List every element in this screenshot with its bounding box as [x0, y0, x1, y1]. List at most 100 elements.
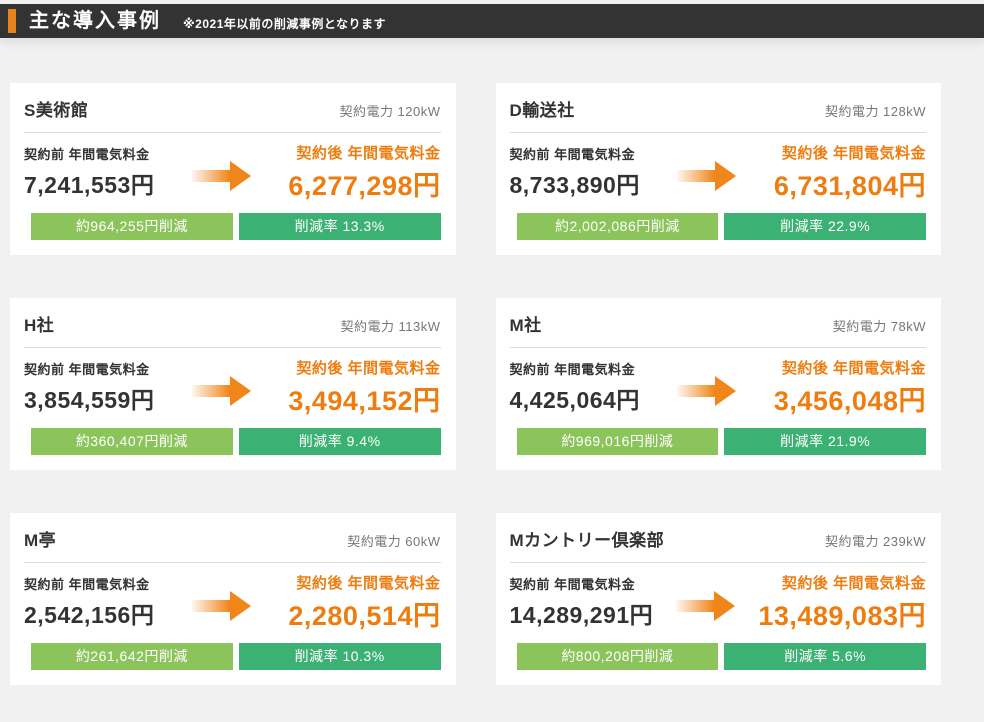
before-label: 契約前 年間電気料金	[24, 577, 150, 592]
case-name: D輸送社	[509, 101, 575, 120]
case-card: H社 契約電力 113kW 契約前 年間電気料金 3,854,559円 契約後 年…	[10, 298, 456, 470]
arrow-right-icon	[677, 161, 737, 191]
saving-badge: 約969,016円削減	[516, 428, 719, 455]
after-amount: 6,277,298円	[288, 170, 441, 201]
case-name: M亭	[24, 531, 57, 550]
after-block: 契約後 年間電気料金 13,489,083円	[758, 572, 926, 633]
saving-badge: 約800,208円削減	[516, 643, 719, 670]
before-amount: 4,425,064円	[509, 387, 640, 413]
card-body: 契約前 年間電気料金 14,289,291円 契約後 年間電気料金 13,489…	[510, 573, 927, 631]
rate-badge: 削減率 22.9%	[724, 213, 926, 240]
after-label: 契約後 年間電気料金	[296, 144, 441, 162]
power-value: 120kW	[397, 104, 441, 119]
card-body: 契約前 年間電気料金 7,241,553円 契約後 年間電気料金 6,277,2…	[24, 143, 441, 201]
card-header: S美術館 契約電力 120kW	[24, 96, 441, 121]
badges-row: 約2,002,086円削減 削減率 22.9%	[516, 213, 926, 240]
card-header: M社 契約電力 78kW	[510, 311, 927, 336]
after-label: 契約後 年間電気料金	[781, 574, 926, 592]
case-card-grid: S美術館 契約電力 120kW 契約前 年間電気料金 7,241,553円 契約後…	[10, 83, 941, 685]
page-title: 主な導入事例	[29, 10, 161, 32]
card-body: 契約前 年間電気料金 3,854,559円 契約後 年間電気料金 3,494,1…	[24, 358, 441, 416]
after-block: 契約後 年間電気料金 3,494,152円	[288, 357, 440, 418]
divider	[24, 132, 441, 133]
after-amount: 3,456,048円	[773, 385, 926, 416]
after-block: 契約後 年間電気料金 6,731,804円	[774, 142, 926, 203]
power-label: 契約電力	[825, 534, 880, 549]
before-amount: 14,289,291円	[509, 602, 654, 628]
card-header: D輸送社 契約電力 128kW	[510, 96, 927, 121]
case-card: M社 契約電力 78kW 契約前 年間電気料金 4,425,064円 契約後 年間…	[495, 298, 941, 470]
power-value: 239kW	[883, 534, 926, 549]
divider	[24, 347, 441, 348]
before-block: 契約前 年間電気料金 14,289,291円	[510, 574, 654, 630]
section-header: 主な導入事例 ※2021年以前の削減事例となります	[0, 4, 984, 38]
divider	[509, 562, 926, 563]
before-amount: 8,733,890円	[509, 172, 640, 198]
before-block: 契約前 年間電気料金 4,425,064円	[510, 359, 640, 415]
after-amount: 2,280,514円	[288, 600, 441, 631]
contract-power: 契約電力 128kW	[825, 101, 926, 120]
case-name: S美術館	[24, 101, 89, 120]
power-label: 契約電力	[347, 534, 402, 549]
before-block: 契約前 年間電気料金 7,241,553円	[24, 144, 154, 200]
card-header: Mカントリー倶楽部 契約電力 239kW	[510, 526, 927, 551]
rate-badge: 削減率 10.3%	[238, 643, 441, 670]
case-name: H社	[24, 316, 55, 335]
card-header: H社 契約電力 113kW	[24, 311, 441, 336]
power-label: 契約電力	[340, 319, 395, 334]
card-body: 契約前 年間電気料金 8,733,890円 契約後 年間電気料金 6,731,8…	[510, 143, 927, 201]
before-amount: 2,542,156円	[24, 602, 155, 628]
badges-row: 約969,016円削減 削減率 21.9%	[516, 428, 926, 455]
power-label: 契約電力	[825, 104, 880, 119]
contract-power: 契約電力 239kW	[825, 531, 926, 550]
saving-badge: 約360,407円削減	[31, 428, 233, 455]
after-amount: 6,731,804円	[773, 170, 926, 201]
power-label: 契約電力	[832, 319, 887, 334]
arrow-right-icon	[677, 376, 737, 406]
rate-badge: 削減率 13.3%	[238, 213, 441, 240]
before-label: 契約前 年間電気料金	[24, 362, 150, 377]
power-value: 60kW	[405, 534, 441, 549]
saving-badge: 約2,002,086円削減	[516, 213, 719, 240]
divider	[24, 562, 441, 563]
case-name: Mカントリー倶楽部	[509, 531, 665, 550]
before-block: 契約前 年間電気料金 3,854,559円	[24, 359, 154, 415]
case-card: D輸送社 契約電力 128kW 契約前 年間電気料金 8,733,890円 契約後…	[495, 83, 941, 255]
badges-row: 約261,642円削減 削減率 10.3%	[31, 643, 441, 670]
case-card: Mカントリー倶楽部 契約電力 239kW 契約前 年間電気料金 14,289,29…	[495, 513, 941, 685]
divider	[509, 132, 926, 133]
before-block: 契約前 年間電気料金 2,542,156円	[24, 574, 154, 630]
power-value: 128kW	[883, 104, 926, 119]
badges-row: 約964,255円削減 削減率 13.3%	[31, 213, 441, 240]
power-label: 契約電力	[339, 104, 394, 119]
badges-row: 約800,208円削減 削減率 5.6%	[516, 643, 926, 670]
saving-badge: 約964,255円削減	[31, 213, 233, 240]
arrow-right-icon	[191, 591, 251, 621]
arrow-right-icon	[191, 376, 251, 406]
contract-power: 契約電力 78kW	[833, 316, 926, 335]
after-label: 契約後 年間電気料金	[781, 359, 926, 377]
arrow-right-icon	[676, 591, 736, 621]
before-label: 契約前 年間電気料金	[509, 147, 636, 162]
divider	[509, 347, 926, 348]
after-amount: 3,494,152円	[288, 385, 441, 416]
before-label: 契約前 年間電気料金	[509, 577, 636, 592]
saving-badge: 約261,642円削減	[31, 643, 233, 670]
case-card: M亭 契約電力 60kW 契約前 年間電気料金 2,542,156円 契約後 年間…	[10, 513, 456, 685]
case-card: S美術館 契約電力 120kW 契約前 年間電気料金 7,241,553円 契約後…	[10, 83, 456, 255]
rate-badge: 削減率 5.6%	[724, 643, 926, 670]
before-block: 契約前 年間電気料金 8,733,890円	[510, 144, 640, 200]
contract-power: 契約電力 113kW	[340, 316, 440, 335]
card-body: 契約前 年間電気料金 2,542,156円 契約後 年間電気料金 2,280,5…	[24, 573, 441, 631]
after-block: 契約後 年間電気料金 2,280,514円	[288, 572, 440, 633]
after-label: 契約後 年間電気料金	[296, 359, 441, 377]
rate-badge: 削減率 21.9%	[724, 428, 926, 455]
arrow-right-icon	[191, 161, 251, 191]
accent-bar-icon	[8, 9, 16, 33]
card-body: 契約前 年間電気料金 4,425,064円 契約後 年間電気料金 3,456,0…	[510, 358, 927, 416]
power-value: 113kW	[398, 319, 441, 334]
after-block: 契約後 年間電気料金 6,277,298円	[288, 142, 440, 203]
before-label: 契約前 年間電気料金	[24, 147, 150, 162]
power-value: 78kW	[890, 319, 926, 334]
contract-power: 契約電力 120kW	[340, 101, 441, 120]
